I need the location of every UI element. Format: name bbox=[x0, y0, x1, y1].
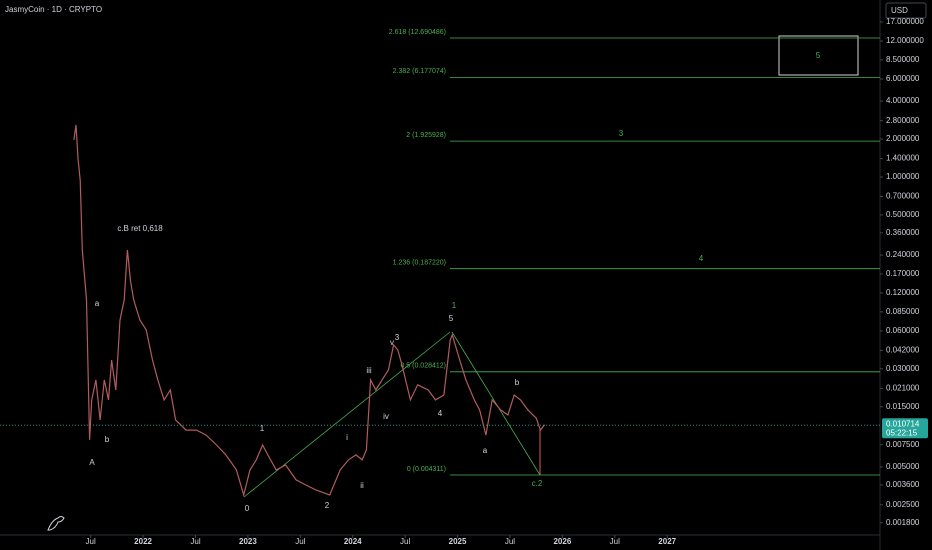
wave-label: i bbox=[346, 433, 348, 442]
fib-label: 2 (1.925928) bbox=[406, 132, 446, 139]
wave-label: 4 bbox=[699, 254, 704, 263]
y-tick-label: 1.400000 bbox=[886, 154, 920, 163]
wave-label: a bbox=[483, 446, 488, 455]
y-tick-label: 4.000000 bbox=[886, 96, 920, 105]
logo bbox=[47, 516, 65, 531]
y-tick-label: 1.000000 bbox=[886, 172, 920, 181]
fib-label: 0 (0.004311) bbox=[407, 466, 446, 473]
wave-label: 1 bbox=[260, 424, 265, 433]
wave-label: A bbox=[89, 458, 95, 467]
fib-label: 0.5 (0.028412) bbox=[400, 363, 446, 370]
x-tick-label: Jul bbox=[610, 537, 620, 546]
wave-label: 0 bbox=[245, 504, 250, 513]
y-tick-label: 8.500000 bbox=[886, 55, 920, 64]
wave-label: 3 bbox=[395, 333, 400, 342]
y-tick-label: 0.500000 bbox=[886, 210, 920, 219]
x-tick-label: Jul bbox=[190, 537, 200, 546]
wave-label: v bbox=[390, 338, 394, 347]
x-tick-label: 2024 bbox=[344, 537, 362, 546]
x-tick-label: 2022 bbox=[134, 537, 152, 546]
y-tick-label: 0.085000 bbox=[886, 307, 920, 316]
fib-label: 2.382 (6.177074) bbox=[393, 68, 446, 75]
y-tick-label: 12.000000 bbox=[886, 36, 924, 45]
wave-label: b bbox=[515, 378, 520, 387]
wave-label: 2 bbox=[325, 501, 330, 510]
x-tick-label: Jul bbox=[86, 537, 96, 546]
currency-label: USD bbox=[891, 6, 908, 15]
x-tick-label: Jul bbox=[295, 537, 305, 546]
wave-label: 3 bbox=[619, 129, 624, 138]
y-tick-label: 0.030000 bbox=[886, 364, 920, 373]
current-price-box bbox=[882, 418, 928, 439]
y-tick-label: 0.360000 bbox=[886, 228, 920, 237]
y-tick-label: 0.015000 bbox=[886, 402, 920, 411]
wave-label: c.2 bbox=[532, 479, 543, 488]
y-tick-label: 0.120000 bbox=[886, 288, 920, 297]
y-tick-label: 6.000000 bbox=[886, 74, 920, 83]
y-tick-label: 0.002500 bbox=[886, 500, 920, 509]
target-box bbox=[778, 35, 859, 76]
x-tick-label: 2027 bbox=[658, 537, 676, 546]
y-tick-label: 0.021000 bbox=[886, 383, 920, 392]
y-tick-label: 17.000000 bbox=[886, 17, 924, 26]
wave-label: 5 bbox=[816, 51, 821, 60]
x-tick-label: Jul bbox=[400, 537, 410, 546]
fib-label: 2.618 (12.690486) bbox=[389, 29, 446, 36]
price-line bbox=[73, 124, 546, 498]
wave-label: 1 bbox=[452, 301, 457, 310]
wave-label: a bbox=[95, 299, 100, 308]
y-tick-label: 2.000000 bbox=[886, 134, 920, 143]
y-tick-label: 0.003600 bbox=[886, 480, 920, 489]
wave-line bbox=[243, 331, 451, 498]
y-tick-label: 2.800000 bbox=[886, 116, 920, 125]
y-tick-label: 0.170000 bbox=[886, 269, 920, 278]
y-tick-label: 0.007500 bbox=[886, 440, 920, 449]
x-tick-label: 2023 bbox=[239, 537, 257, 546]
x-tick-label: 2026 bbox=[553, 537, 571, 546]
current-price-label: 0.010714 bbox=[886, 419, 920, 428]
y-tick-label: 0.700000 bbox=[886, 192, 920, 201]
wave-label: iv bbox=[383, 412, 389, 421]
wave-label: iii bbox=[366, 366, 372, 375]
y-tick-label: 0.001800 bbox=[886, 518, 920, 527]
fib-label: 1.236 (0.187220) bbox=[393, 260, 446, 267]
wave-label: ii bbox=[360, 481, 364, 490]
countdown-label: 05:22:15 bbox=[886, 428, 918, 437]
y-tick-label: 0.005000 bbox=[886, 462, 920, 471]
x-tick-label: 2025 bbox=[449, 537, 467, 546]
y-tick-label: 0.060000 bbox=[886, 326, 920, 335]
chart-title: JasmyCoin · 1D · CRYPTO bbox=[5, 5, 102, 14]
x-tick-label: Jul bbox=[505, 537, 515, 546]
wave-label: 4 bbox=[438, 409, 443, 418]
currency-button[interactable] bbox=[885, 2, 927, 19]
wave-label: 5 bbox=[449, 314, 454, 323]
y-tick-label: 0.240000 bbox=[886, 250, 920, 259]
y-tick-label: 0.042000 bbox=[886, 346, 920, 355]
wave-label: c.B ret 0,618 bbox=[117, 224, 163, 233]
wave-label: b bbox=[105, 435, 110, 444]
